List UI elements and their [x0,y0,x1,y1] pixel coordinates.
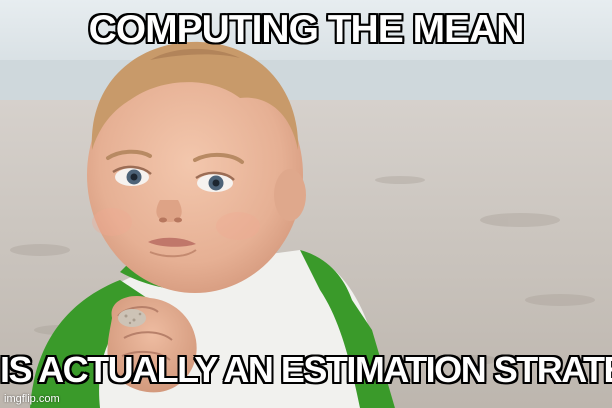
sand-in-fist [118,309,146,327]
face [87,57,303,293]
shirt-green-sleeve-right [300,250,395,408]
sky [0,0,612,70]
hair [91,41,299,150]
meme-top-text: COMPUTING THE MEAN [88,8,525,51]
meme-bottom-text: IS ACTUALLY AN ESTIMATION STRATEGY [0,349,612,390]
watermark: imgflip.com [4,393,60,405]
sea [0,60,612,105]
mouth [148,237,196,247]
